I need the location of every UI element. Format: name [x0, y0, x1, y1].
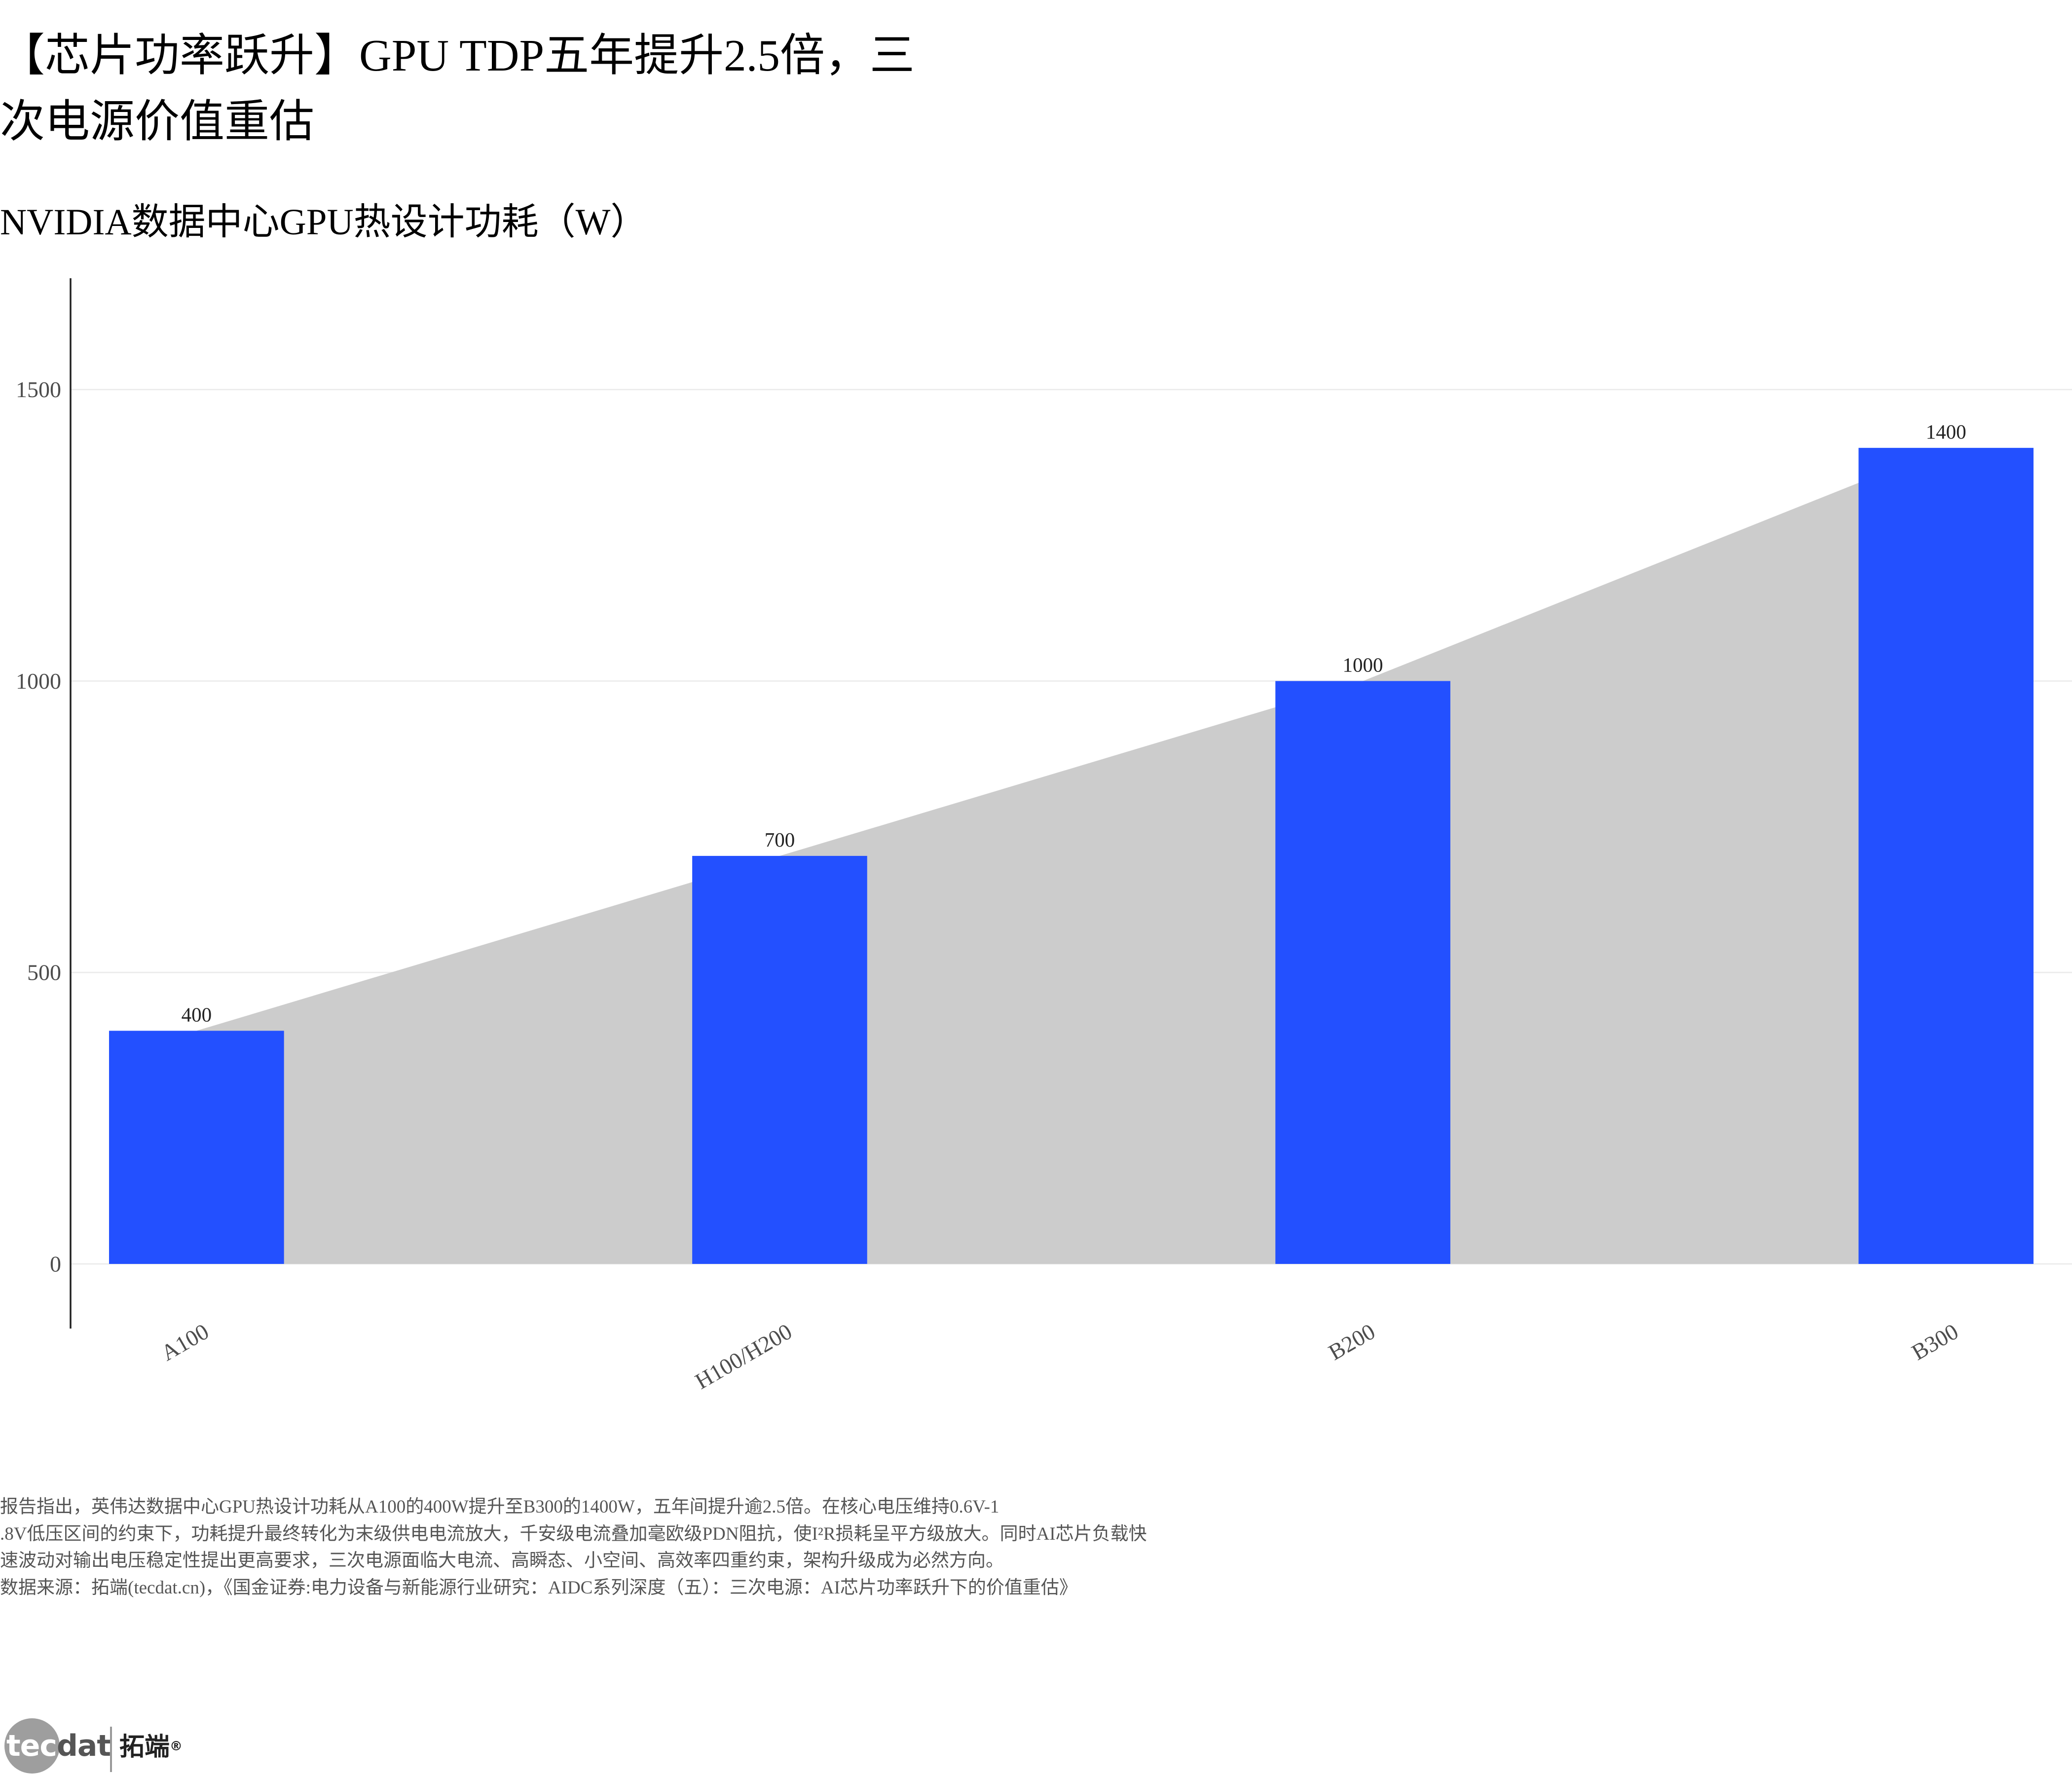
bar-h100-h200 — [692, 855, 867, 1264]
logo-wordmark: tecdat — [6, 1728, 111, 1764]
note-line: 报告指出，英伟达数据中心GPU热设计功耗从A100的400W提升至B300的14… — [0, 1497, 999, 1517]
logo-wordmark-left: tec — [6, 1729, 57, 1763]
bar-a100 — [109, 1031, 284, 1264]
note-line: 速波动对输出电压稳定性提出更高要求，三次电源面临大电流、高瞬态、小空间、高效率四… — [0, 1551, 1004, 1571]
y-tick-label-500: 500 — [27, 960, 61, 985]
value-label-h100-h200: 700 — [765, 828, 795, 851]
trend-area-shape — [196, 447, 1946, 1264]
logo-name: 拓端® — [119, 1730, 183, 1765]
x-tick-labels: A100 H100/H200 B200 B300 — [157, 1319, 1962, 1394]
x-tick-label-a100: A100 — [157, 1319, 213, 1366]
trend-area — [196, 447, 1946, 1264]
logo-circle — [4, 1718, 60, 1774]
value-labels: 400 700 1000 1400 — [182, 420, 1966, 1026]
logo-name-cn: 拓端 — [119, 1733, 170, 1762]
y-tick-labels: 0 500 1000 1500 — [16, 377, 61, 1276]
chart-title: NVIDIA数据中心GPU热设计功耗（W） — [0, 202, 648, 243]
y-tick-label-0: 0 — [50, 1252, 61, 1277]
value-label-b200: 1000 — [1343, 653, 1383, 676]
bar-b200 — [1275, 681, 1450, 1264]
y-tick-label-1000: 1000 — [16, 668, 61, 694]
value-label-b300: 1400 — [1926, 420, 1966, 443]
bar-b300 — [1858, 447, 2034, 1264]
registered-mark: ® — [170, 1739, 183, 1754]
bars — [109, 447, 2034, 1264]
chart-notes: 报告指出，英伟达数据中心GPU热设计功耗从A100的400W提升至B300的14… — [0, 1494, 1147, 1601]
x-tick-label-b300: B300 — [1907, 1319, 1962, 1365]
value-label-a100: 400 — [182, 1003, 212, 1026]
page-title: 【芯片功率跃升】GPU TDP五年提升2.5倍，三次电源价值重估 — [0, 31, 915, 147]
source-line: 数据来源：拓端(tecdat.cn)，《国金证券:电力设备与新能源行业研究：AI… — [0, 1577, 1077, 1598]
y-tick-label-1500: 1500 — [16, 377, 61, 402]
logo-divider — [110, 1727, 112, 1772]
bar-chart: 400 700 1000 1400 0 500 1000 1500 A100 H100/H20… — [16, 278, 2072, 1394]
logo-wordmark-right: dat — [56, 1729, 111, 1763]
x-tick-label-b200: B200 — [1324, 1319, 1379, 1365]
note-line: .8V低压区间的约束下，功耗提升最终转化为末级供电电流放大，千安级电流叠加毫欧级… — [0, 1523, 1147, 1544]
x-tick-label-h100-h200: H100/H200 — [691, 1319, 796, 1394]
